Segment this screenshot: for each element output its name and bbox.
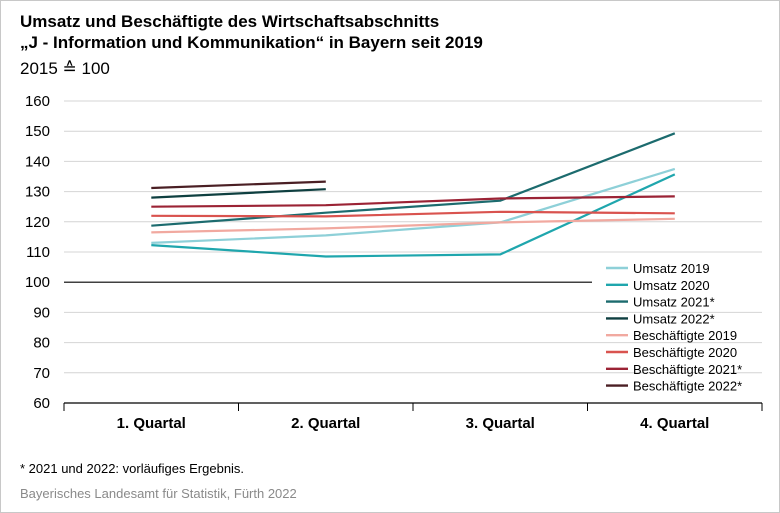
x-category-label: 3. Quartal: [466, 415, 535, 432]
source-note: Bayerisches Landesamt für Statistik, Für…: [20, 486, 297, 501]
title-line-1: Umsatz und Beschäftigte des Wirtschaftsa…: [20, 12, 440, 31]
y-tick-label-150: 150: [25, 123, 50, 140]
y-tick-label-130: 130: [25, 184, 50, 201]
series-line-4: [151, 217, 675, 234]
series-line-5: [151, 210, 675, 218]
legend-label-0: Umsatz 2019: [633, 261, 710, 276]
legend-label-4: Beschäftigte 2019: [633, 328, 737, 343]
chart-subtitle: 2015 ≙ 100: [20, 59, 110, 78]
legend-label-3: Umsatz 2022*: [633, 311, 715, 326]
y-tick-label-120: 120: [25, 214, 50, 231]
series-line-6: [151, 195, 675, 208]
series-line-1: [151, 173, 676, 258]
y-tick-label-90: 90: [33, 304, 50, 321]
y-tick-label-70: 70: [33, 365, 50, 382]
y-tick-label-140: 140: [25, 153, 50, 170]
legend-label-5: Beschäftigte 2020: [633, 345, 737, 360]
series-line-2: [151, 132, 676, 227]
legend-label-2: Umsatz 2021*: [633, 295, 715, 310]
x-category-label: 1. Quartal: [117, 415, 186, 432]
chart-title: Umsatz und Beschäftigte des Wirtschaftsa…: [20, 11, 483, 53]
x-category-label: 2. Quartal: [291, 415, 360, 432]
legend-label-7: Beschäftigte 2022*: [633, 379, 742, 394]
series-line-3: [151, 188, 326, 199]
y-tick-label-80: 80: [33, 335, 50, 352]
y-tick-label-160: 160: [25, 93, 50, 110]
footnote: * 2021 und 2022: vorläufiges Ergebnis.: [20, 461, 245, 476]
legend-label-6: Beschäftigte 2021*: [633, 362, 742, 377]
title-line-2: „J - Information und Kommunikation“ in B…: [20, 33, 483, 52]
series-line-7: [151, 180, 326, 190]
y-tick-label-110: 110: [26, 244, 50, 261]
legend-label-1: Umsatz 2020: [633, 278, 710, 293]
series-line-0: [151, 167, 676, 244]
x-category-label: 4. Quartal: [640, 415, 709, 432]
y-tick-label-100: 100: [25, 274, 50, 291]
y-tick-label-60: 60: [33, 395, 50, 412]
